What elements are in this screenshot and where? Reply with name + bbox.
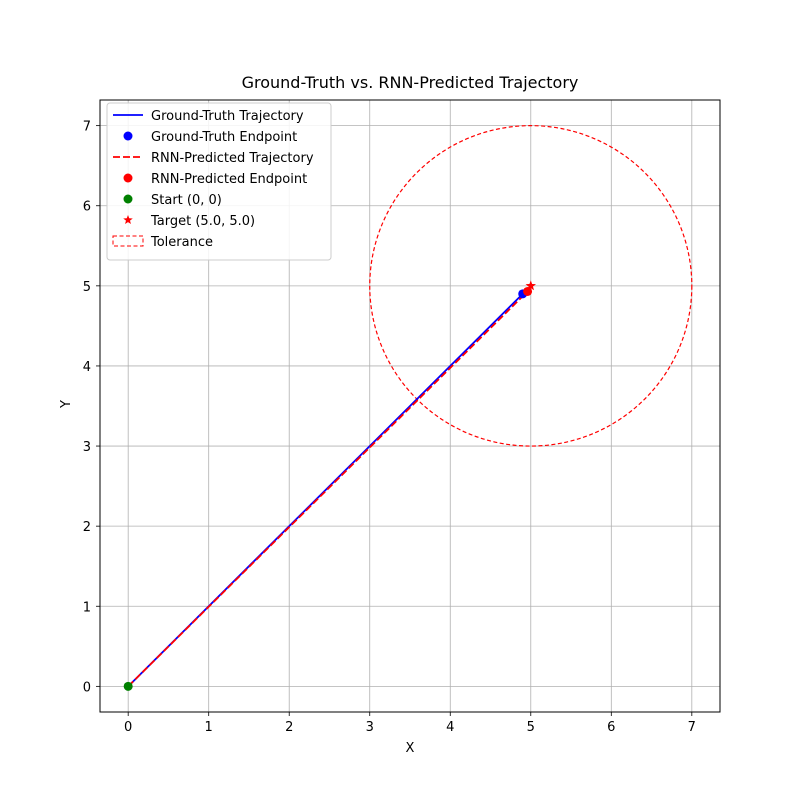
start-point xyxy=(123,681,133,691)
y-tick-label: 4 xyxy=(83,360,91,375)
y-tick-label: 3 xyxy=(83,440,91,455)
y-tick-label: 6 xyxy=(83,200,91,215)
legend-label: Tolerance xyxy=(150,235,213,250)
y-axis-label: Y xyxy=(59,400,74,409)
legend-marker-swatch xyxy=(123,131,133,141)
x-tick-label: 2 xyxy=(285,720,293,735)
predicted-trajectory-line xyxy=(127,290,529,688)
x-tick-label: 0 xyxy=(124,720,132,735)
y-tick-label: 1 xyxy=(83,600,91,615)
chart-title: Ground-Truth vs. RNN-Predicted Trajector… xyxy=(242,73,579,92)
legend-box xyxy=(106,102,332,261)
legend-marker-swatch xyxy=(123,173,133,183)
rnn-predicted-endpoint xyxy=(523,286,533,296)
legend-star-swatch xyxy=(123,215,133,225)
y-tick-label: 0 xyxy=(83,680,91,695)
legend-label: RNN-Predicted Endpoint xyxy=(151,172,307,187)
legend-marker-swatch xyxy=(123,194,133,204)
x-tick-label: 5 xyxy=(527,720,535,735)
grid-lines xyxy=(100,100,720,712)
target-point xyxy=(525,280,537,291)
x-tick-label: 1 xyxy=(205,720,213,735)
x-tick-label: 3 xyxy=(366,720,374,735)
legend-label: Ground-Truth Trajectory xyxy=(151,109,304,124)
x-tick-label: 4 xyxy=(446,720,454,735)
y-tick-label: 5 xyxy=(83,280,91,295)
tolerance-circle xyxy=(369,125,693,447)
axis-ticks: 0 1 2 3 4 5 6 7 0 1 2 3 4 5 6 7 xyxy=(83,120,696,735)
legend-patch-swatch xyxy=(112,235,144,247)
legend-label: Start (0, 0) xyxy=(151,193,222,208)
legend-label: Ground-Truth Endpoint xyxy=(151,130,297,145)
legend: Ground-Truth Trajectory Ground-Truth Endp… xyxy=(106,102,332,261)
y-tick-label: 2 xyxy=(83,520,91,535)
x-tick-label: 6 xyxy=(607,720,615,735)
y-tick-label: 7 xyxy=(83,120,91,135)
legend-label: Target (5.0, 5.0) xyxy=(150,214,255,229)
x-tick-label: 7 xyxy=(688,720,696,735)
plot-frame xyxy=(99,99,721,713)
x-axis-label: X xyxy=(406,741,415,756)
plot-content xyxy=(123,125,693,691)
legend-label: RNN-Predicted Trajectory xyxy=(151,151,314,166)
